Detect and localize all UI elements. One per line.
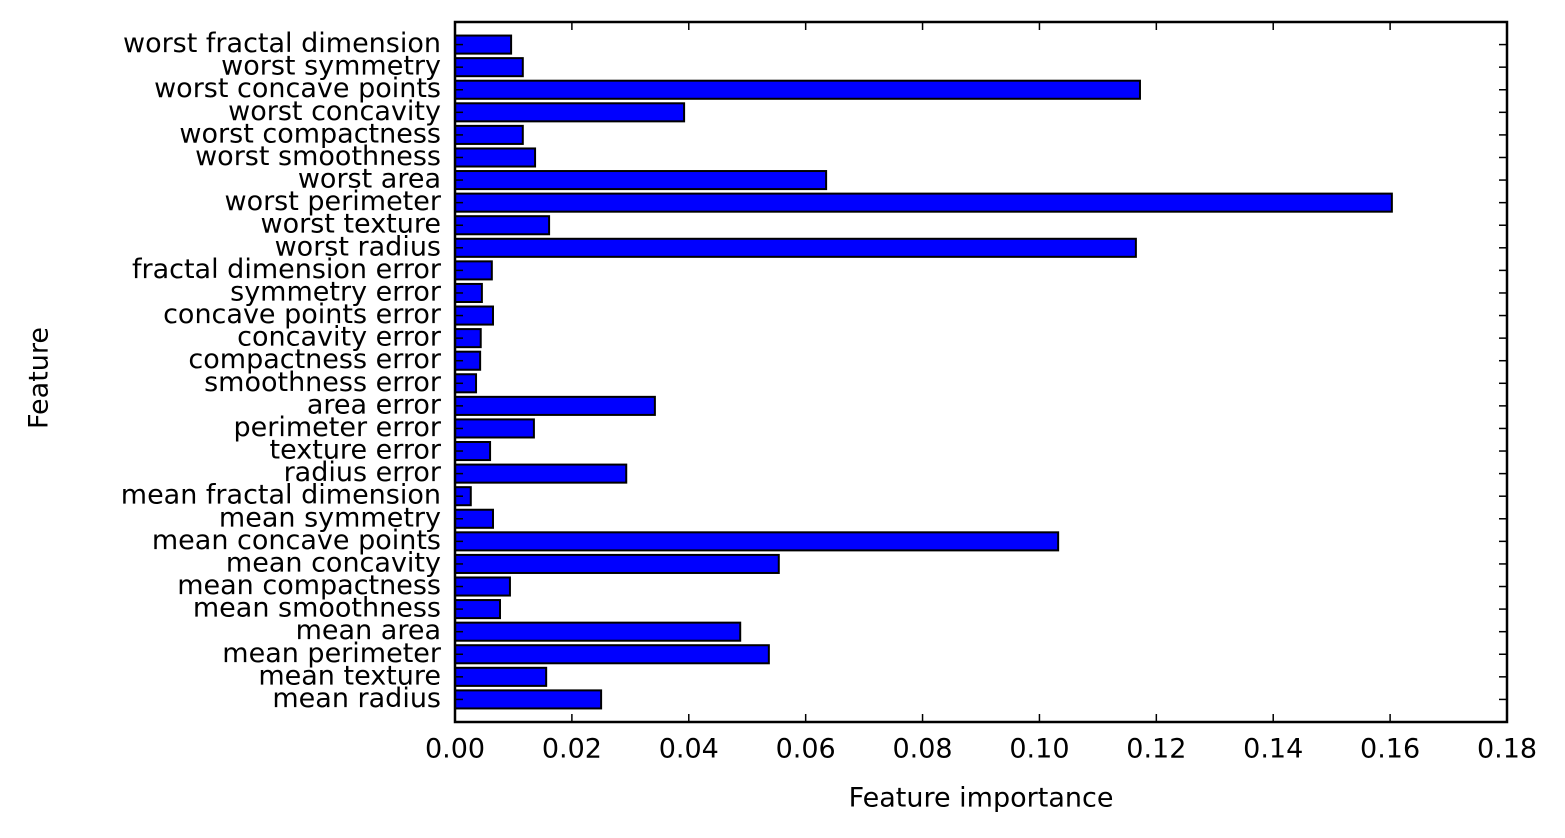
y-tick-label: mean area: [296, 615, 441, 646]
bar: [454, 689, 603, 710]
y-tick-label: perimeter error: [233, 412, 441, 443]
y-tick-label: worst compactness: [179, 118, 441, 149]
x-tick-label: 0.18: [1477, 734, 1537, 765]
bar: [454, 57, 524, 78]
y-tick-label: worst area: [298, 164, 441, 195]
x-tick-label: 0.08: [892, 734, 952, 765]
bar: [454, 215, 551, 236]
x-tick-label: 0.12: [1126, 734, 1186, 765]
y-tick-label: mean fractal dimension: [121, 480, 441, 511]
bar: [454, 666, 548, 687]
x-tick-label: 0.00: [425, 734, 485, 765]
y-tick-label: mean smoothness: [193, 593, 441, 624]
x-tick-label: 0.16: [1360, 734, 1420, 765]
bar: [454, 237, 1137, 258]
y-tick-label: worst fractal dimension: [123, 28, 441, 59]
bar: [454, 418, 535, 439]
bar: [454, 553, 780, 574]
y-tick-label: symmetry error: [230, 276, 442, 307]
bar: [454, 463, 628, 484]
plot-frame: [453, 20, 1509, 724]
y-tick-label: radius error: [284, 457, 442, 488]
y-tick-label: worst radius: [275, 231, 441, 262]
x-tick-label: 0.06: [776, 734, 836, 765]
bar: [454, 147, 537, 168]
y-axis-label: Feature: [24, 327, 55, 429]
y-tick-label: smoothness error: [204, 367, 442, 398]
y-tick-label: mean radius: [272, 683, 441, 714]
x-axis-label: Feature importance: [849, 783, 1114, 814]
y-tick-label: mean texture: [258, 660, 441, 691]
y-tick-label: worst concavity: [228, 96, 441, 127]
bar: [454, 170, 828, 191]
bar: [454, 395, 656, 416]
y-tick-label: mean perimeter: [222, 638, 442, 669]
x-tick-label: 0.10: [1009, 734, 1069, 765]
y-tick-label: fractal dimension error: [132, 254, 442, 285]
x-tick-label: 0.02: [542, 734, 602, 765]
x-tick-label: 0.04: [659, 734, 719, 765]
y-tick-label: worst symmetry: [221, 51, 441, 82]
bar: [454, 621, 742, 642]
y-tick-label: concavity error: [237, 322, 442, 353]
y-tick-label: concave points error: [163, 299, 442, 330]
y-tick-label: area error: [307, 389, 442, 420]
y-tick-label: mean symmetry: [219, 502, 441, 533]
y-tick-label: mean concave points: [152, 525, 441, 556]
x-tick-label: 0.14: [1243, 734, 1303, 765]
bar: [454, 34, 513, 55]
y-tick-label: worst texture: [261, 209, 441, 240]
bar: [454, 644, 770, 665]
y-tick-label: mean concavity: [226, 547, 441, 578]
y-tick-label: mean compactness: [177, 570, 441, 601]
y-tick-label: worst smoothness: [195, 141, 441, 172]
bar: [454, 102, 686, 123]
bar: [454, 124, 524, 145]
y-tick-label: worst concave points: [154, 73, 441, 104]
bar: [454, 192, 1393, 213]
bar: [454, 531, 1060, 552]
bar: [454, 79, 1141, 100]
bar: [454, 576, 511, 597]
y-tick-label: worst perimeter: [224, 186, 441, 217]
y-tick-label: compactness error: [188, 344, 441, 375]
y-tick-label: texture error: [270, 435, 442, 466]
